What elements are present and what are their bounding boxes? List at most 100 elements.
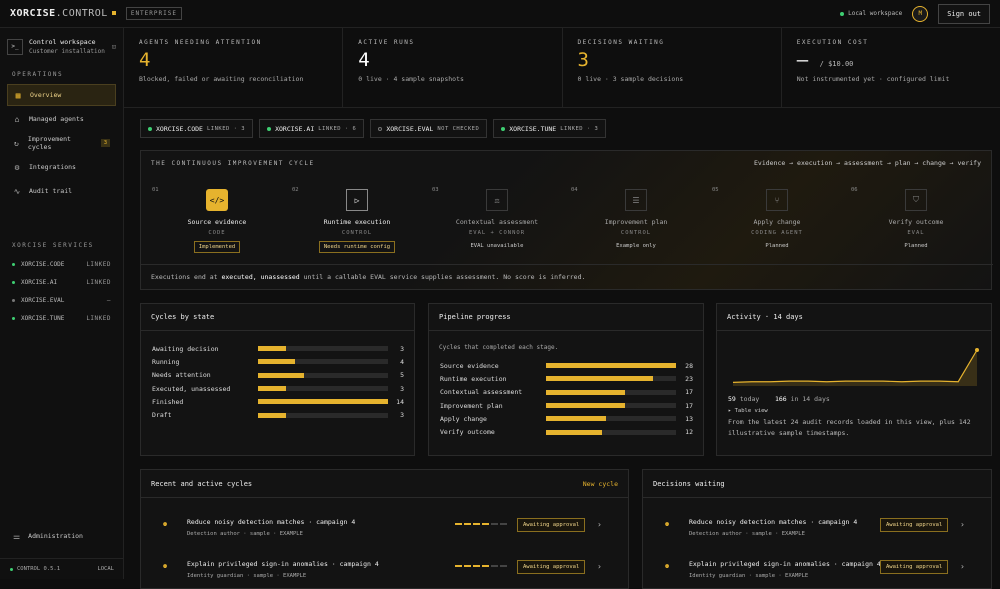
service-item-code[interactable]: XORCISE.CODE LINKED [12,255,111,273]
bar-fill [546,416,607,422]
progress-segment [491,565,498,567]
stat-decisions-waiting[interactable]: DECISIONS WAITING 3 0 live · 3 sample de… [563,28,782,107]
activity-line [732,349,978,383]
pipeline-progress-panel: Pipeline progress Cycles that completed … [428,303,704,456]
service-item-ai[interactable]: XORCISE.AI LINKED [12,273,111,291]
progress-segment [473,565,480,567]
step-source-evidence[interactable]: 01 </> Source evidence CODE Implemented [152,187,282,253]
panel-title: Recent and active cycles [151,479,253,488]
progress-segment [500,565,507,567]
progress-segment [482,523,489,525]
sidebar-item-integrations[interactable]: ⚙ Integrations [14,162,76,172]
bar-value: 3 [400,384,404,393]
avatar[interactable]: M [912,5,929,22]
step-verify-outcome[interactable]: 06 ⛉ Verify outcome EVAL Planned [851,187,944,249]
bar-value: 13 [685,414,693,423]
chip-eval[interactable]: XORCISE.EVAL NOT CHECKED [370,119,488,138]
step-apply-change[interactable]: 05 ⑂ Apply change CODING AGENT Planned [712,187,803,249]
cycle-flow: Evidence → execution → assessment → plan… [754,159,981,167]
sidebar-footer: CONTROL 0.5.1 LOCAL [0,558,124,579]
code-icon: </> [206,189,228,211]
agent-icon: ⚉ [163,520,168,528]
brand-logo[interactable]: XORCISE.CONTROL [10,8,116,19]
cycles-by-state-panel: Cycles by state Awaiting decision 3 Runnin… [140,303,415,456]
sidebar-item-audit-trail[interactable]: ∿ Audit trail [13,186,73,196]
chevron-right-icon[interactable]: › [960,562,965,571]
agent-icon: ⚉ [665,562,670,570]
bar-row: Awaiting decision 3 [152,342,404,355]
sign-out-button[interactable]: Sign out [938,3,990,24]
progress-segment [482,565,489,567]
step-contextual-assessment[interactable]: 03 ⚖ Contextual assessment EVAL + CONNOR… [432,187,539,249]
chip-ai[interactable]: XORCISE.AI LINKED · 6 [259,119,365,138]
status-badge: Awaiting approval [880,560,949,574]
list-item[interactable]: ⚉ Explain privileged sign-in anomalies ·… [163,560,602,579]
sidebar-item-overview[interactable]: ▦ Overview [7,84,116,106]
agent-icon: ⚉ [163,562,168,570]
pipeline-caption: Cycles that completed each stage. [439,344,559,351]
stat-active-runs[interactable]: ACTIVE RUNS 4 0 live · 4 sample snapshot… [343,28,563,107]
progress-segment [464,523,471,525]
env-label: LOCAL [97,566,114,572]
stat-agents-attention[interactable]: AGENTS NEEDING ATTENTION 4 Blocked, fail… [124,28,344,107]
sidebar-item-administration[interactable]: ⚌ Administration [13,531,83,541]
bar [546,363,676,369]
bar-value: 3 [400,411,404,420]
bar-row: Draft 3 [152,408,404,421]
stats-row: AGENTS NEEDING ATTENTION 4 Blocked, fail… [124,28,1000,108]
bar-label: Apply change [440,414,487,423]
robot-icon: ⌂ [14,114,20,124]
sliders-icon: ⚌ [13,531,21,541]
step-status-badge: Needs runtime config [318,241,396,253]
chevron-right-icon[interactable]: › [597,520,602,529]
status-dot-icon [12,298,15,302]
workspace-switcher[interactable]: >_ Control workspace Customer installati… [7,38,116,55]
step-runtime-execution[interactable]: 02 ▷ Runtime execution CONTROL Needs run… [292,187,422,253]
sidebar: >_ Control workspace Customer installati… [0,28,124,579]
chip-tune[interactable]: XORCISE.TUNE LINKED · 3 [493,119,607,138]
bar-label: Contextual assessment [440,388,523,397]
step-status-badge: Planned [765,243,789,249]
chip-code[interactable]: XORCISE.CODE LINKED · 3 [140,119,254,138]
service-item-eval[interactable]: XORCISE.EVAL — [12,291,111,309]
bar [258,399,388,405]
workspace-title: Control workspace [29,38,96,46]
sidebar-item-improvement-cycles[interactable]: ↻ Improvement cycles 3 [7,132,116,154]
bar-fill [258,399,388,405]
list-item[interactable]: ⚉ Explain privileged sign-in anomalies ·… [665,560,965,579]
bar-row: Apply change 13 [440,412,693,425]
scale-icon: ⚖ [486,189,508,211]
list-check-icon: ☰ [625,189,647,211]
services-heading: XORCISE SERVICES [12,242,94,249]
list-item[interactable]: ⚉ Reduce noisy detection matches · campa… [163,518,602,537]
cycle-icon: ↻ [14,138,19,148]
bar-row: Source evidence 28 [440,359,693,372]
improvement-cycle-panel: THE CONTINUOUS IMPROVEMENT CYCLE Evidenc… [140,150,993,290]
progress-segment [455,565,462,567]
pipeline-bars: Source evidence 28 Runtime execution 23 Cont… [429,359,703,439]
bar [546,416,676,422]
bar-fill [258,412,286,418]
new-cycle-button[interactable]: New cycle [582,479,618,488]
list-item[interactable]: ⚉ Reduce noisy detection matches · campa… [665,518,965,537]
activity-area [733,350,977,386]
chevron-right-icon[interactable]: › [597,562,602,571]
progress-segment [473,523,480,525]
bar-label: Draft [152,411,172,420]
state-bars: Awaiting decision 3 Running 4 Needs attentio… [141,331,414,422]
table-view-toggle[interactable]: ▸ Table view [728,408,768,414]
stat-execution-cost[interactable]: EXECUTION COST — / $10.00 Not instrument… [796,39,950,83]
step-improvement-plan[interactable]: 04 ☰ Improvement plan CONTROL Example on… [571,187,668,249]
service-chips: XORCISE.CODE LINKED · 3 XORCISE.AI LINKED … [140,119,607,138]
bar [546,389,676,395]
chevron-right-icon[interactable]: › [960,520,965,529]
bar [258,359,388,365]
progress-segment [500,523,507,525]
status-badge: Awaiting approval [517,518,586,532]
service-item-tune[interactable]: XORCISE.TUNE LINKED [12,309,111,327]
step-status-badge: Implemented [193,241,241,253]
status-dot-icon [12,280,15,284]
bar-label: Source evidence [440,361,499,370]
sidebar-item-managed-agents[interactable]: ⌂ Managed agents [14,114,84,124]
bar-value: 17 [685,388,693,397]
